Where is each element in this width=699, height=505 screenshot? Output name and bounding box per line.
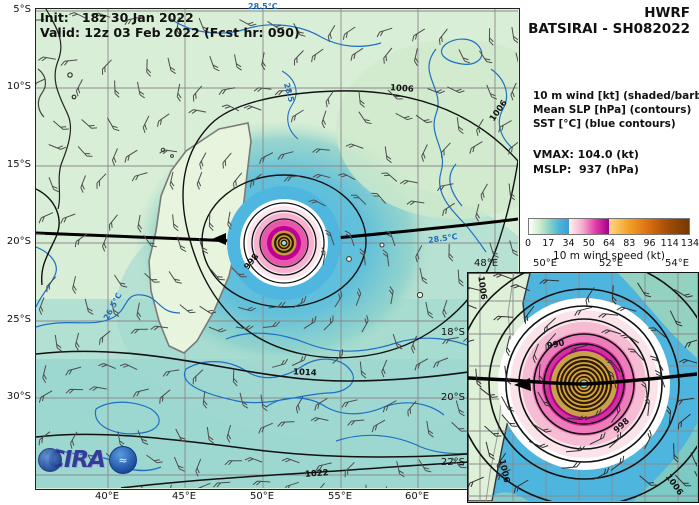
cira-logo: CIRA ≈ [38, 446, 137, 474]
main-lon-tick: 50°E [249, 491, 275, 502]
colorbar-segment-mid [569, 219, 609, 234]
storm-title: BATSIRAI - SH082022 [528, 21, 690, 37]
inset-lon-tick: 54°E [664, 258, 690, 269]
main-map [35, 8, 520, 490]
colorbar-segment-high [609, 219, 689, 234]
inset-lat-tick: 22°S [440, 457, 465, 468]
vmax-value: VMAX: 104.0 (kt) [533, 148, 639, 161]
colorbar-tick: 134 [680, 238, 699, 249]
main-map-canvas [36, 9, 518, 488]
valid-time-label: Valid: 12z 03 Feb 2022 (Fcst hr: 090) [40, 25, 300, 40]
main-lon-tick: 40°E [94, 491, 120, 502]
slp-contour-label: 1006 [389, 83, 414, 95]
main-lon-tick: 45°E [171, 491, 197, 502]
colorbar-tick: 34 [562, 238, 575, 249]
main-lat-tick: 20°S [6, 236, 31, 247]
africa-coastline [37, 9, 77, 210]
colorbar-segment-low [529, 219, 569, 234]
main-lat-tick: 10°S [6, 81, 31, 92]
main-lat-tick: 25°S [6, 314, 31, 325]
colorbar-tick: 114 [660, 238, 679, 249]
inset-lon-tick: 52°E [598, 258, 624, 269]
inset-lon-tick: 48°E [473, 258, 499, 269]
colorbar-tick: 64 [602, 238, 616, 249]
colorbar-tick: 0 [524, 238, 532, 249]
legend-sst-line: SST [°C] (blue contours) [533, 118, 676, 130]
storm-inset-map [467, 272, 699, 503]
storm-core-main [227, 186, 341, 300]
globe-icon [38, 448, 62, 472]
slp-contour-label: 1014 [292, 367, 317, 379]
inset-lon-tick: 50°E [532, 258, 558, 269]
colorbar-tick: 83 [623, 238, 636, 249]
main-lat-tick: 15°S [6, 159, 31, 170]
colorbar-tick: 50 [582, 238, 595, 249]
main-lat-tick: 5°S [13, 4, 31, 15]
sst-contour-label: 28.5°C [248, 2, 278, 11]
main-lon-tick: 60°E [404, 491, 430, 502]
legend-shading-line: 10 m wind [kt] (shaded/barb) [533, 90, 699, 102]
inset-canvas [468, 273, 697, 501]
wind-speed-colorbar [528, 218, 690, 235]
legend-contours-line: Mean SLP [hPa] (contours) [533, 104, 692, 116]
model-title: HWRF [644, 5, 690, 21]
inset-lat-tick: 18°S [440, 327, 465, 338]
main-lon-tick: 55°E [327, 491, 353, 502]
colorbar-label: 10 m wind speed (kt) [553, 250, 665, 262]
cira-logo-text: CIRA [48, 446, 106, 473]
inset-forecast-track [468, 372, 697, 391]
inset-lat-tick: 20°S [440, 392, 465, 403]
small-islands [160, 147, 424, 299]
main-lat-tick: 30°S [6, 391, 31, 402]
rammb-badge-icon: ≈ [108, 446, 137, 474]
colorbar-tick: 96 [643, 238, 656, 249]
init-time-label: Init: 18z 30 Jan 2022 [40, 10, 194, 25]
colorbar-tick: 17 [542, 238, 555, 249]
mslp-value: MSLP: 937 (hPa) [533, 163, 639, 176]
inset-wind-barbs-layer [468, 273, 697, 494]
slp-contour-label: 1022 [304, 468, 329, 480]
